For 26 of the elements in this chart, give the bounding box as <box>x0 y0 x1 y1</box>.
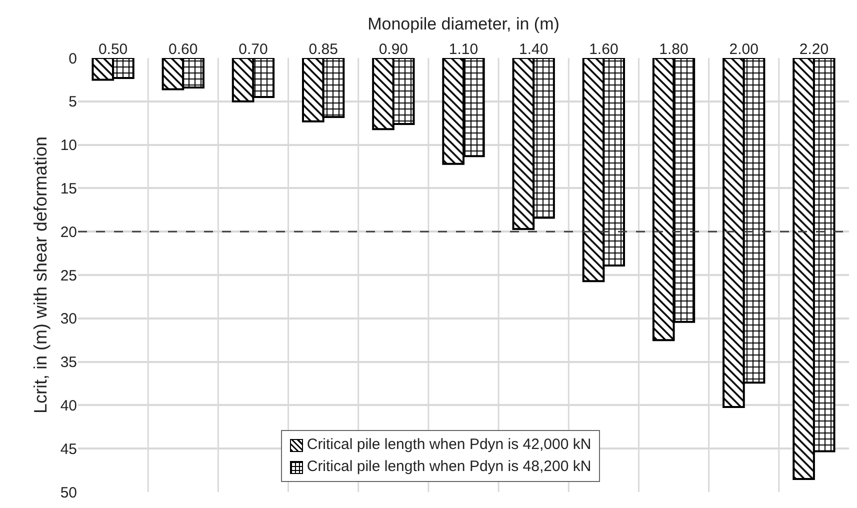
x-tick-label: 1.40 <box>518 41 548 58</box>
y-tick-label: 45 <box>60 440 77 458</box>
x-tick-label: 0.85 <box>308 41 338 58</box>
x-tick-label: 2.20 <box>799 41 829 58</box>
y-tick-label: 50 <box>60 484 77 502</box>
x-tick-label: 2.00 <box>729 41 758 58</box>
y-tick-label: 25 <box>60 267 77 284</box>
y-tick-label: 40 <box>60 397 77 414</box>
legend-label: Critical pile length when Pdyn is 42,000 kN <box>306 435 592 456</box>
x-tick-label: 1.10 <box>448 41 478 58</box>
y-tick-label: 5 <box>68 94 77 111</box>
x-tick-label: 0.50 <box>98 41 128 58</box>
y-tick-label: 30 <box>60 310 77 328</box>
legend-label: Critical pile length when Pdyn is 48,200 kN <box>306 457 592 478</box>
y-tick-label: 0 <box>68 50 77 68</box>
x-tick-label: 0.70 <box>238 41 268 58</box>
y-tick-label: 10 <box>60 137 77 154</box>
y-axis-title: Lcrit, in (m) with shear deformation <box>30 136 51 414</box>
y-tick-label: 15 <box>60 180 77 198</box>
y-tick-label: 35 <box>60 354 77 372</box>
x-tick-label: 1.80 <box>659 41 688 58</box>
x-tick-label: 1.60 <box>589 41 618 58</box>
x-tick-label: 0.90 <box>378 41 408 58</box>
x-axis-title: Monopile diameter, in (m) <box>368 14 560 34</box>
x-tick-label: 0.60 <box>168 41 198 58</box>
y-tick-label: 20 <box>60 224 77 241</box>
